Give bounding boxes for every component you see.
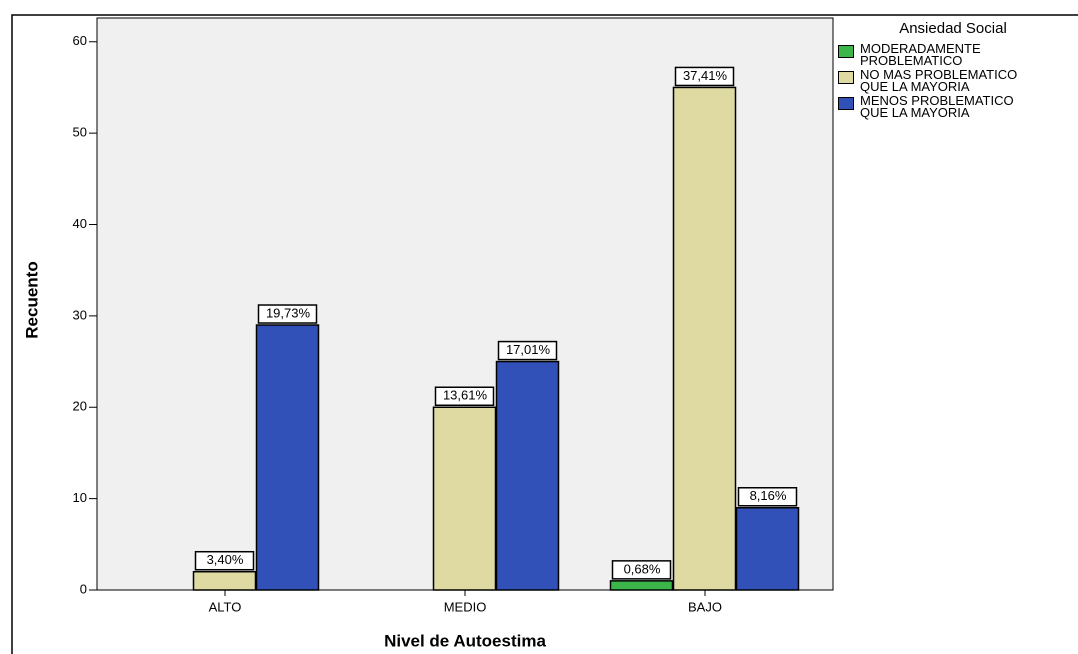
- legend-item: MODERADAMENTE PROBLEMATICO: [838, 41, 1068, 68]
- y-tick-label: 50: [73, 125, 87, 140]
- bar: [609, 580, 674, 591]
- value-label: 19,73%: [266, 305, 311, 320]
- value-label: 17,01%: [506, 342, 551, 357]
- y-tick-label: 0: [80, 581, 87, 596]
- bar: [192, 570, 257, 591]
- value-label-box: [497, 340, 558, 361]
- bar: [735, 507, 800, 591]
- y-tick-label: 60: [73, 33, 87, 48]
- legend-label: MODERADAMENTE PROBLEMATICO: [860, 41, 981, 68]
- y-tick-label: 40: [73, 216, 87, 231]
- value-label-box: [737, 487, 798, 507]
- legend-swatch: [838, 97, 854, 110]
- y-axis-label: Recuento: [22, 261, 41, 338]
- value-label-box: [674, 66, 735, 87]
- legend-title: Ansiedad Social: [899, 20, 1007, 37]
- x-tick-label: MEDIO: [444, 599, 487, 614]
- y-tick-label: 10: [73, 490, 87, 505]
- frame: [11, 14, 1078, 654]
- legend-label: MENOS PROBLEMATICO QUE LA MAYORIA: [860, 93, 1014, 120]
- value-label: 8,16%: [750, 488, 787, 503]
- value-label-box: [257, 304, 318, 324]
- value-label-box: [611, 560, 672, 580]
- value-label-box: [194, 550, 255, 571]
- value-label: 13,61%: [443, 388, 488, 403]
- bar: [255, 324, 320, 591]
- legend-label: NO MAS PROBLEMATICO QUE LA MAYORIA: [860, 67, 1018, 94]
- bar: [432, 406, 497, 591]
- x-tick-label: BAJO: [688, 599, 722, 614]
- value-label: 37,41%: [683, 68, 728, 83]
- legend-items: MODERADAMENTE PROBLEMATICO NO MAS PROBLEM…: [838, 41, 1068, 120]
- x-tick-label: ALTO: [209, 599, 242, 614]
- bar: [495, 360, 560, 591]
- legend-swatch: [838, 71, 854, 84]
- value-label: 0,68%: [624, 561, 661, 576]
- y-tick-label: 30: [73, 307, 87, 322]
- bar: [672, 86, 737, 591]
- legend-item: MENOS PROBLEMATICO QUE LA MAYORIA: [838, 93, 1068, 120]
- x-axis-label: Nivel de Autoestima: [384, 631, 546, 650]
- value-label: 3,40%: [207, 552, 244, 567]
- legend: Ansiedad Social MODERADAMENTE PROBLEMATI…: [838, 20, 1068, 121]
- value-label-box: [434, 386, 495, 407]
- y-tick-label: 20: [73, 399, 87, 414]
- legend-swatch: [838, 45, 854, 58]
- legend-item: NO MAS PROBLEMATICO QUE LA MAYORIA: [838, 67, 1068, 94]
